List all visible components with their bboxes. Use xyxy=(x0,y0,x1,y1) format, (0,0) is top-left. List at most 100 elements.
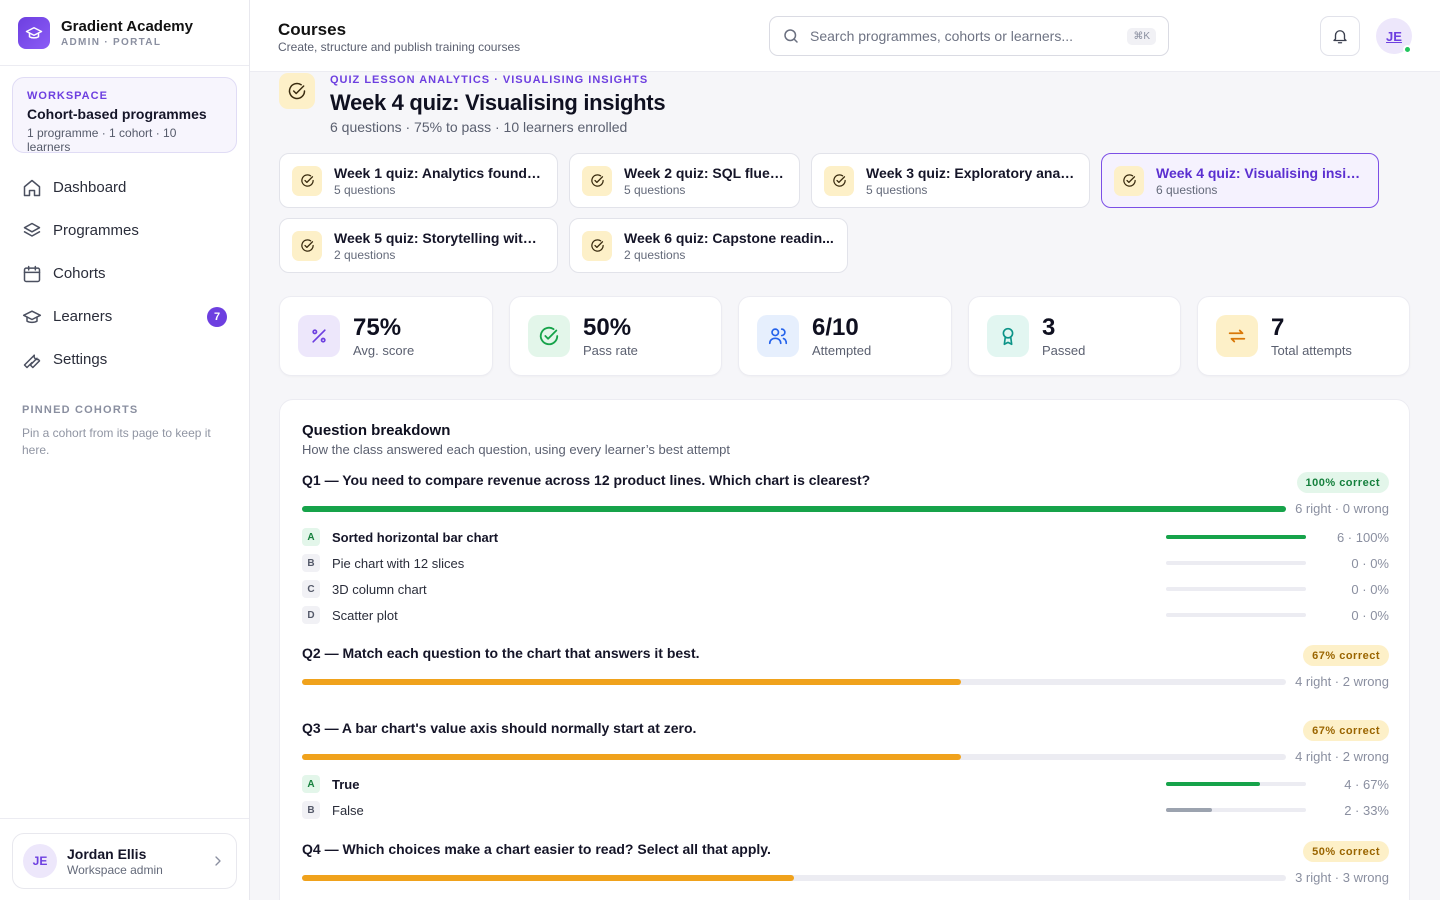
question-progress-track xyxy=(302,875,1286,881)
sidebar-footer: JE Jordan Ellis Workspace admin xyxy=(0,818,249,900)
option-text: False xyxy=(332,802,364,818)
sidebar-item-label: Programmes xyxy=(53,222,139,239)
percent-icon xyxy=(298,315,340,357)
quiz-tab-name: Week 2 quiz: SQL fluency xyxy=(624,164,787,181)
check-circle-icon xyxy=(582,230,612,261)
option-bar-track xyxy=(1166,782,1306,786)
quiz-tab-week-3[interactable]: Week 3 quiz: Exploratory analy... 5 quest… xyxy=(811,153,1090,208)
sidebar-item-label: Dashboard xyxy=(53,179,127,196)
calendar-icon xyxy=(23,265,41,282)
quiz-tab-count: 5 questions xyxy=(334,182,396,197)
user-menu-card[interactable]: JE Jordan Ellis Workspace admin xyxy=(12,833,237,889)
quiz-tab-count: 6 questions xyxy=(1156,182,1218,197)
quiz-title: Week 4 quiz: Visualising insights xyxy=(330,90,666,115)
workspace-meta: 1 programme · 1 cohort · 10 learners xyxy=(27,126,177,154)
page-title: Courses xyxy=(278,20,347,39)
quiz-meta: 6 questions · 75% to pass · 10 learners … xyxy=(330,119,628,135)
sidebar: Gradient Academy ADMIN · PORTAL WORKSPAC… xyxy=(0,0,250,900)
option-count: 4 · 67% xyxy=(1344,776,1389,792)
sidebar-item-learners[interactable]: Learners 7 xyxy=(12,295,237,338)
option-letter: B xyxy=(302,554,320,572)
check-circle-icon xyxy=(1114,165,1144,196)
stat-value: 75% xyxy=(353,314,402,341)
learners-count-badge: 7 xyxy=(207,306,227,327)
answer-option: B Pie chart with 12 slices 0 · 0% xyxy=(302,554,1389,572)
quiz-check-icon xyxy=(279,73,315,109)
option-count: 0 · 0% xyxy=(1351,607,1389,623)
chevron-right-icon xyxy=(215,856,221,866)
option-bar-fill xyxy=(1166,535,1306,539)
quiz-tab-week-4[interactable]: Week 4 quiz: Visualising insights 6 quest… xyxy=(1101,153,1379,208)
check-circle-icon xyxy=(824,165,854,196)
quiz-tab-week-5[interactable]: Week 5 quiz: Storytelling with ... 2 ques… xyxy=(279,218,558,273)
sidebar-item-programmes[interactable]: Programmes xyxy=(12,209,237,252)
option-text: Scatter plot xyxy=(332,607,398,623)
graduation-cap-icon xyxy=(22,309,42,323)
search-input[interactable] xyxy=(810,28,1128,44)
question-progress-track xyxy=(302,679,1286,685)
quiz-tab-week-6[interactable]: Week 6 quiz: Capstone readin... 2 questio… xyxy=(569,218,848,273)
question-text: Q3 — A bar chart's value axis should nor… xyxy=(302,720,697,736)
search-icon xyxy=(784,29,798,43)
quiz-tab-name: Week 4 quiz: Visualising insights xyxy=(1156,164,1366,181)
option-letter: D xyxy=(302,606,320,624)
question-text: Q1 — You need to compare revenue across … xyxy=(302,472,871,488)
user-name: Jordan Ellis xyxy=(67,845,147,862)
stat-label: Total attempts xyxy=(1271,343,1352,358)
quiz-tab-count: 2 questions xyxy=(334,247,396,262)
section-title: Question breakdown xyxy=(302,422,451,439)
check-circle-icon xyxy=(582,165,612,196)
question-breakdown-panel: Question breakdown How the class answere… xyxy=(279,399,1410,900)
option-count: 0 · 0% xyxy=(1351,555,1389,571)
option-text: Sorted horizontal bar chart xyxy=(332,529,499,545)
workspace-card[interactable]: WORKSPACE Cohort-based programmes 1 prog… xyxy=(12,77,237,154)
check-circle-icon xyxy=(528,315,570,357)
quiz-tab-week-2[interactable]: Week 2 quiz: SQL fluency 5 questions xyxy=(569,153,800,208)
layers-icon xyxy=(23,222,41,237)
question-text: Q2 — Match each question to the chart th… xyxy=(302,645,700,661)
question-text: Q4 — Which choices make a chart easier t… xyxy=(302,841,771,857)
stat-card-passed: 3 Passed xyxy=(968,296,1181,376)
sidebar-nav: Dashboard Programmes Cohorts Learners 7 … xyxy=(12,166,237,381)
stat-label: Pass rate xyxy=(583,343,638,358)
option-letter: C xyxy=(302,580,320,598)
stat-card-total-attempts: 7 Total attempts xyxy=(1197,296,1410,376)
right-wrong-count: 4 right · 2 wrong xyxy=(1295,749,1389,764)
avatar: JE xyxy=(23,844,57,878)
answer-option: D Scatter plot 0 · 0% xyxy=(302,606,1389,624)
stat-card-attempted: 6/10 Attempted xyxy=(738,296,952,376)
quiz-tab-week-1[interactable]: Week 1 quiz: Analytics foundat... 5 quest… xyxy=(279,153,558,208)
option-text: Pie chart with 12 slices xyxy=(332,555,465,571)
quiz-tab-name: Week 5 quiz: Storytelling with ... xyxy=(334,229,545,246)
option-count: 2 · 33% xyxy=(1344,802,1389,818)
sidebar-item-label: Settings xyxy=(53,351,108,368)
stat-label: Attempted xyxy=(812,343,872,358)
question-progress-fill xyxy=(302,875,794,881)
option-bar-track xyxy=(1166,613,1306,617)
stat-label: Passed xyxy=(1042,343,1086,358)
option-bar-fill xyxy=(1166,808,1213,812)
stat-card-pass-rate: 50% Pass rate xyxy=(509,296,722,376)
correct-rate-badge: 67% correct xyxy=(1303,720,1389,741)
correct-rate-badge: 50% correct xyxy=(1303,841,1389,862)
sidebar-item-dashboard[interactable]: Dashboard xyxy=(12,166,237,209)
option-text: 3D column chart xyxy=(332,581,427,597)
home-icon xyxy=(23,179,41,196)
answer-option: B False 2 · 33% xyxy=(302,801,1389,819)
brand[interactable]: Gradient Academy ADMIN · PORTAL xyxy=(0,0,249,66)
option-bar-fill xyxy=(1166,782,1260,786)
quiz-tab-name: Week 3 quiz: Exploratory analy... xyxy=(866,164,1077,181)
sidebar-item-settings[interactable]: Settings xyxy=(12,338,237,381)
search-shortcut-hint: ⌘K xyxy=(1127,27,1156,45)
check-circle-icon xyxy=(292,230,322,261)
question-progress-track xyxy=(302,754,1286,760)
users-icon xyxy=(757,315,799,357)
option-bar-track xyxy=(1166,808,1306,812)
notifications-button[interactable] xyxy=(1320,16,1360,56)
user-role: Workspace admin xyxy=(67,862,163,877)
wrench-icon xyxy=(23,354,41,368)
right-wrong-count: 6 right · 0 wrong xyxy=(1295,501,1389,516)
sidebar-item-cohorts[interactable]: Cohorts xyxy=(12,252,237,295)
stat-value: 50% xyxy=(583,314,632,341)
search-box[interactable]: ⌘K xyxy=(769,16,1169,56)
